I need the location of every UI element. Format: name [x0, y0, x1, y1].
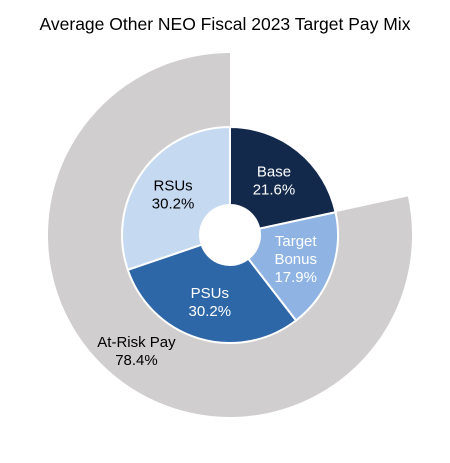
donut-hole	[200, 205, 260, 265]
inner-label-rsus-line: 30.2%	[152, 195, 195, 212]
inner-label-rsus: RSUs 30.2%	[152, 177, 195, 212]
outer-label-at-risk-pay-line: At-Risk Pay	[97, 334, 176, 351]
inner-label-psus-line: PSUs	[191, 285, 229, 302]
inner-label-target-bonus-line: Target	[275, 233, 318, 250]
inner-ring	[121, 125, 339, 344]
inner-label-psus: PSUs 30.2%	[189, 285, 232, 320]
inner-label-base: Base 21.6%	[253, 164, 296, 199]
inner-label-base-line: Base	[257, 164, 291, 181]
inner-label-target-bonus-line: 17.9%	[274, 269, 317, 286]
inner-label-target-bonus: Target Bonus 17.9%	[274, 233, 317, 286]
inner-label-base-line: 21.6%	[253, 182, 296, 199]
outer-label-at-risk-pay: At-Risk Pay 78.4%	[97, 334, 176, 369]
outer-label-at-risk-pay-line: 78.4%	[115, 352, 158, 369]
inner-label-rsus-line: RSUs	[153, 177, 192, 194]
inner-label-psus-line: 30.2%	[189, 303, 232, 320]
chart-title: Average Other NEO Fiscal 2023 Target Pay…	[39, 14, 411, 34]
slice-labels: At-Risk Pay 78.4% Base 21.6% Target Bonus 17.9…	[97, 164, 317, 369]
outer-ring	[47, 52, 412, 417]
inner-label-target-bonus-line: Bonus	[274, 251, 317, 268]
outer-slice-at-risk-pay	[47, 52, 412, 417]
outer-slice-fixed	[230, 53, 408, 213]
